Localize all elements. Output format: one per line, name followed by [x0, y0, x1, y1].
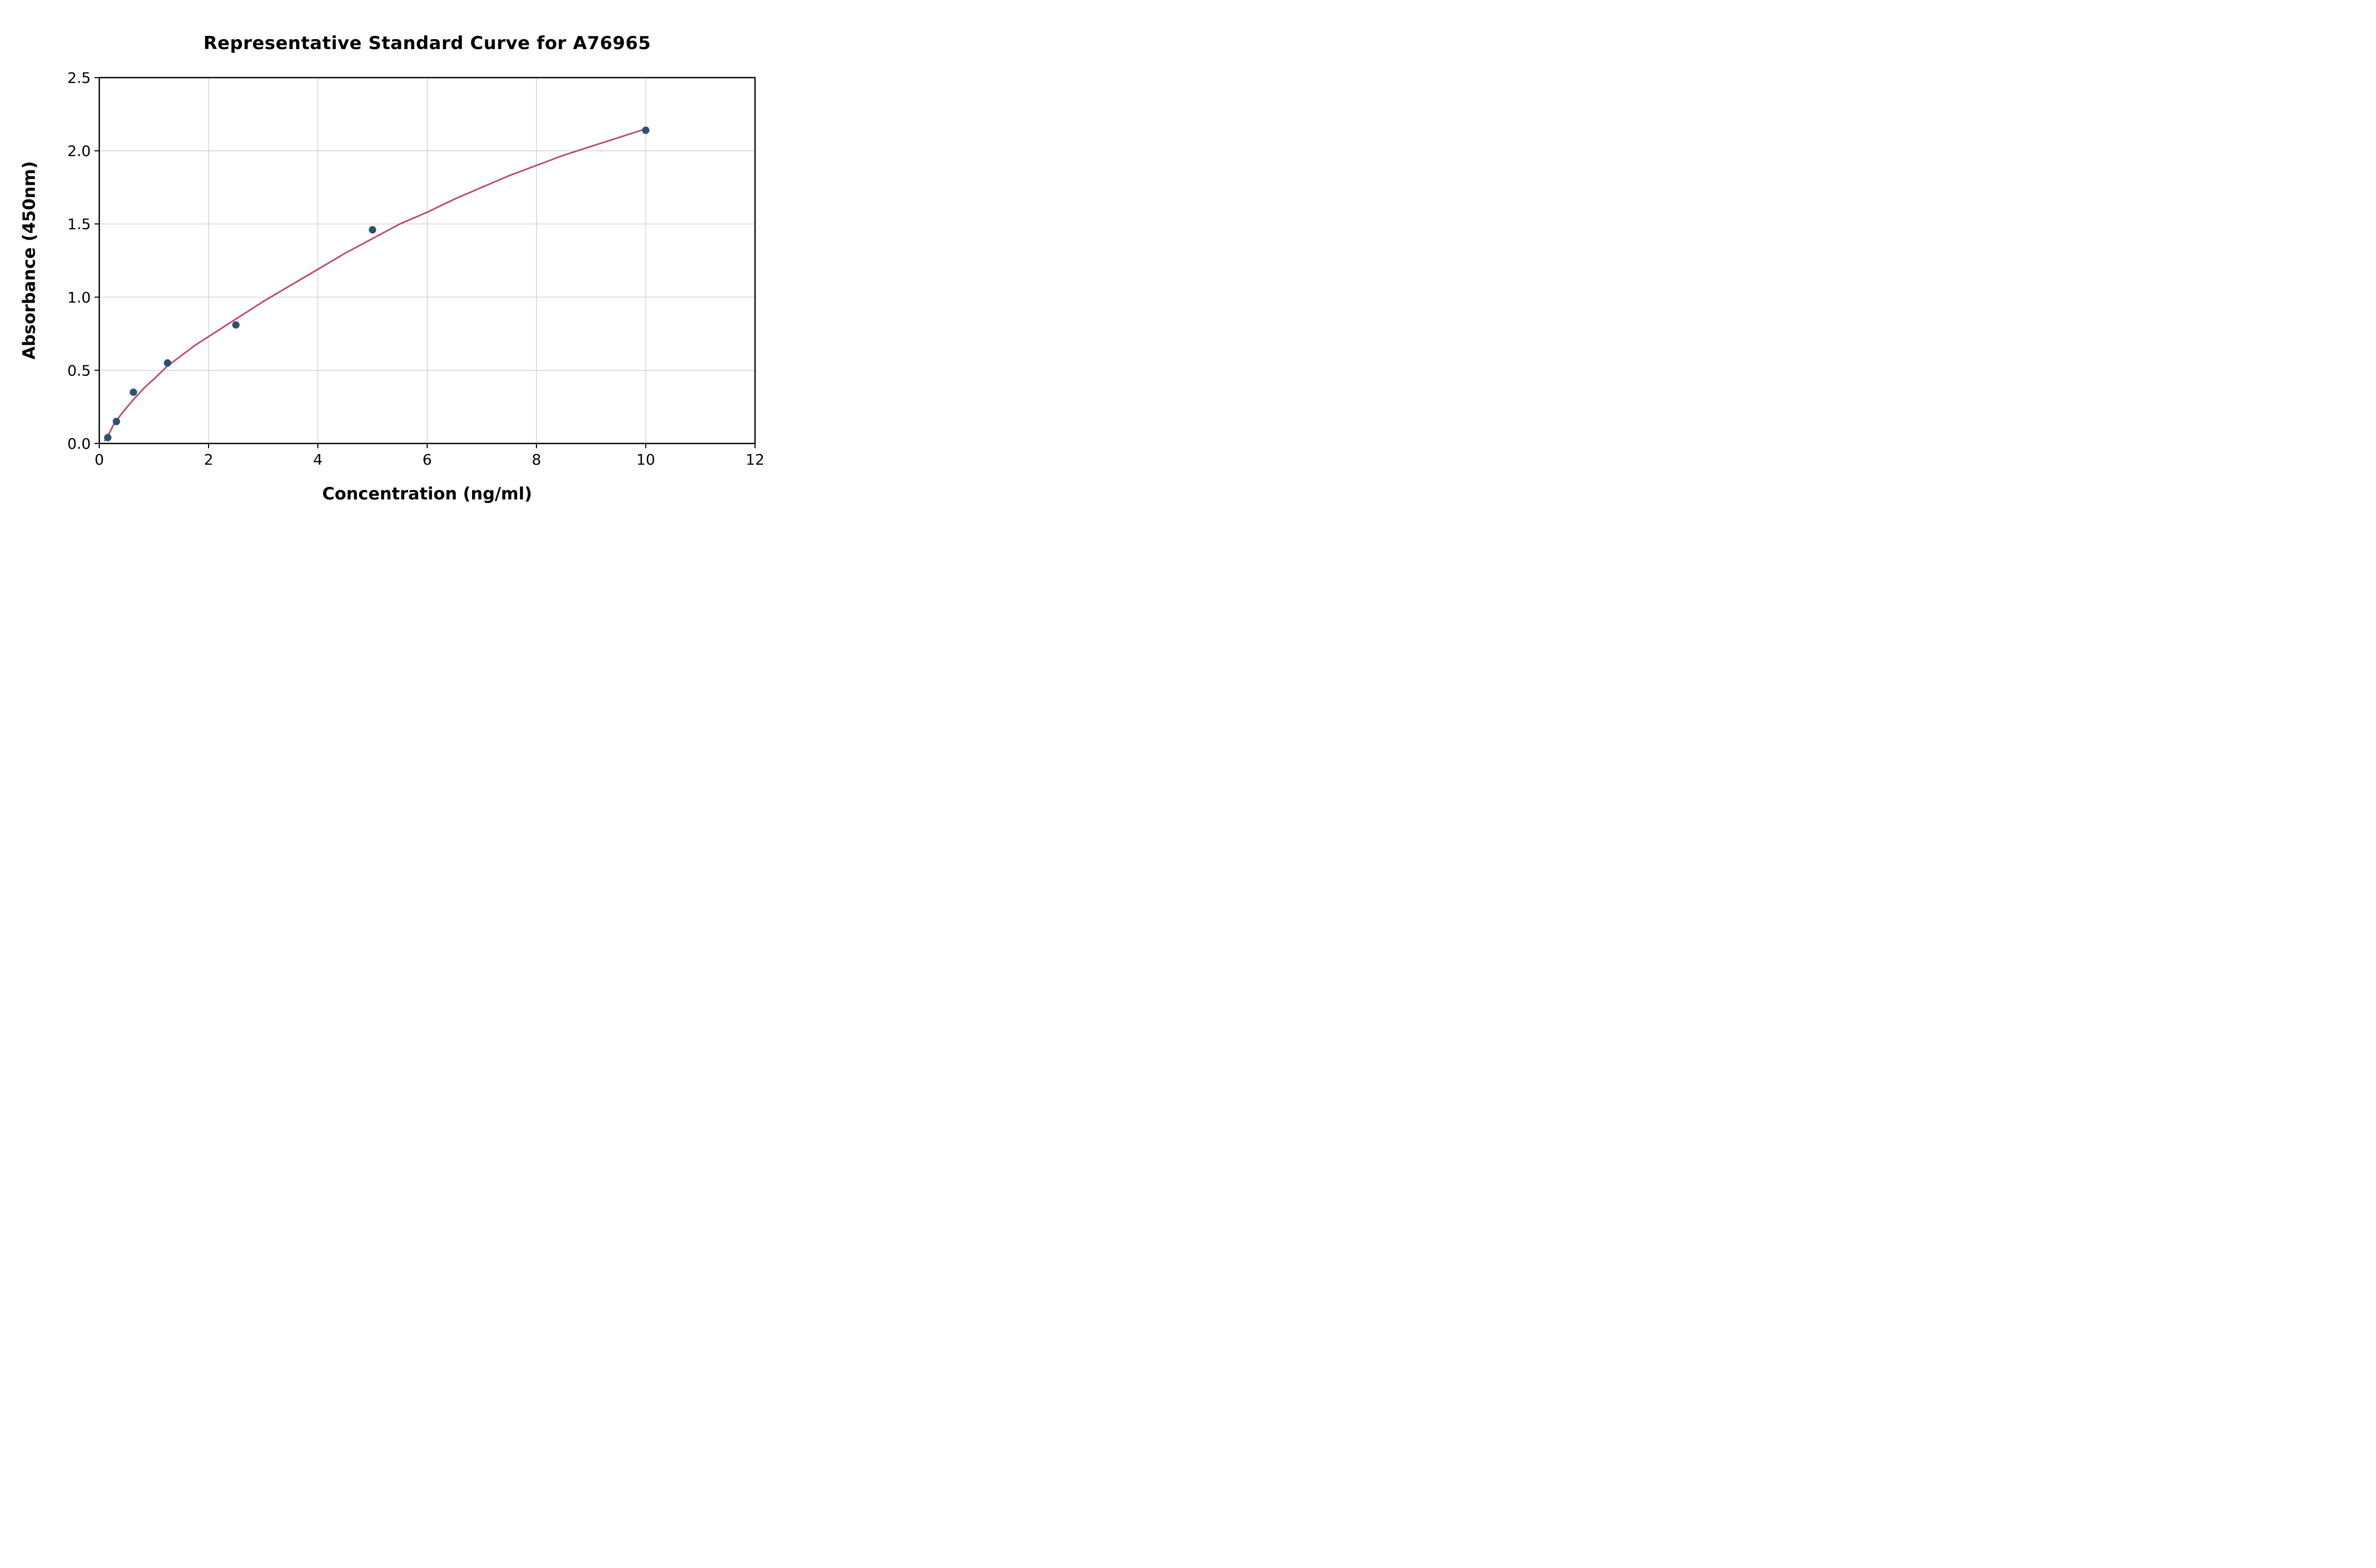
data-point-0 — [104, 433, 112, 441]
data-point-5 — [369, 226, 376, 234]
y-tick-label: 2.5 — [67, 69, 91, 87]
chart-title: Representative Standard Curve for A76965 — [203, 33, 651, 54]
data-point-3 — [164, 359, 172, 367]
x-tick-label: 12 — [746, 451, 765, 468]
fit-curve — [103, 128, 647, 441]
y-tick-label: 0.5 — [67, 362, 91, 379]
plot-border — [98, 77, 756, 445]
plot-canvas: 0 2 4 6 8 10 12 0.0 0.5 1.0 1.5 2.0 2.5 — [67, 69, 765, 468]
data-point-4 — [232, 321, 240, 329]
standard-curve-figure: Representative Standard Curve for A76965… — [0, 0, 792, 523]
data-point-1 — [112, 418, 120, 426]
x-tick-label: 0 — [95, 451, 104, 468]
x-tick-label: 2 — [204, 451, 213, 468]
x-tick-label: 4 — [313, 451, 323, 468]
data-point-2 — [129, 388, 137, 396]
y-tick-label: 2.0 — [67, 143, 91, 160]
y-tick-label: 1.0 — [67, 289, 91, 306]
x-tick-label: 10 — [636, 451, 655, 468]
y-tick-label: 1.5 — [67, 215, 91, 233]
data-point-6 — [642, 126, 649, 134]
x-tick-label: 6 — [422, 451, 432, 468]
x-axis-label: Concentration (ng/ml) — [322, 484, 532, 504]
x-tick-label: 8 — [532, 451, 541, 468]
y-tick-label: 0.0 — [67, 435, 91, 452]
